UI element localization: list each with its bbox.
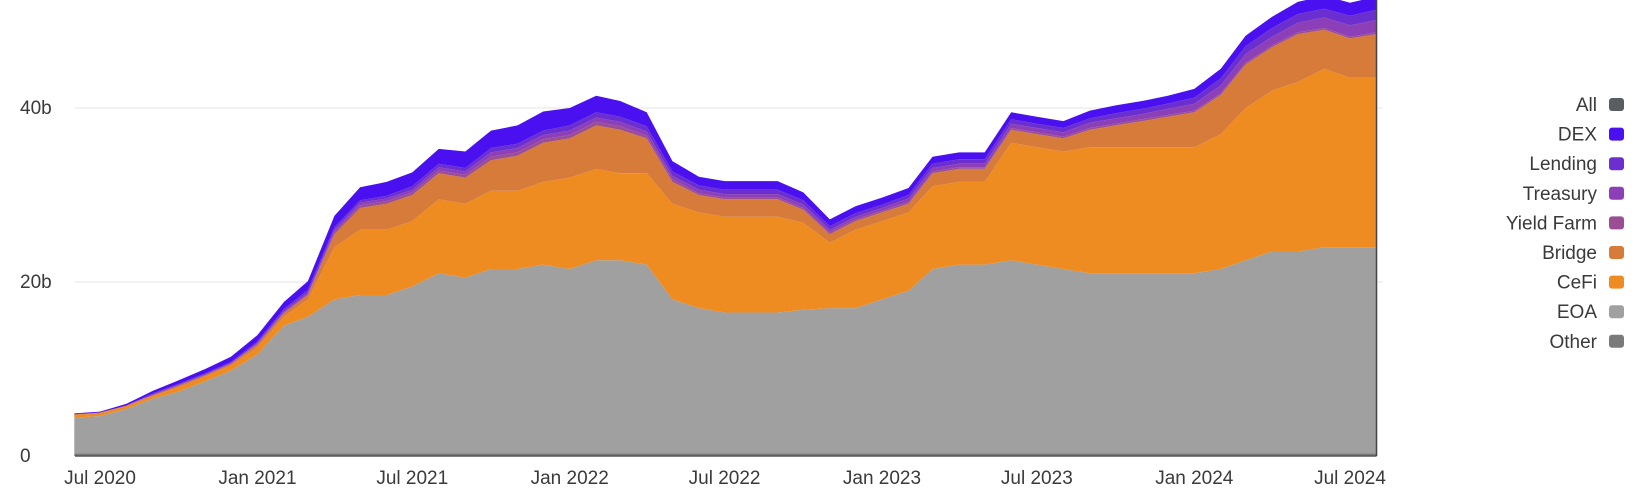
x-tick-label: Jul 2021: [376, 468, 448, 489]
legend-swatch: [1609, 246, 1624, 259]
legend-item-yield-farm[interactable]: Yield Farm: [1506, 213, 1624, 234]
x-tick-label: Jan 2023: [843, 468, 921, 489]
area-bridge: [74, 29, 1377, 416]
y-tick-label: 40b: [20, 98, 52, 119]
legend-item-cefi[interactable]: CeFi: [1557, 273, 1624, 294]
legend-swatch: [1609, 305, 1624, 319]
legend-label: CeFi: [1557, 273, 1597, 294]
legend-swatch: [1609, 98, 1624, 111]
legend-item-dex[interactable]: DEX: [1558, 125, 1624, 146]
legend-swatch: [1609, 127, 1624, 141]
area-series-group: [74, 0, 1377, 456]
legend-label: Bridge: [1542, 243, 1597, 264]
x-tick-label: Jan 2022: [531, 468, 609, 489]
legend-item-treasury[interactable]: Treasury: [1523, 184, 1624, 205]
x-tick-label: Jul 2023: [1001, 468, 1073, 489]
legend-swatch: [1609, 275, 1624, 289]
legend-label: EOA: [1557, 302, 1597, 323]
legend-label: Lending: [1529, 154, 1597, 175]
legend-item-all[interactable]: All: [1576, 95, 1624, 116]
legend-item-lending[interactable]: Lending: [1529, 154, 1624, 175]
legend: All DEX Lending Treasury Yield Farm Bridge CeF…: [1506, 95, 1624, 353]
y-axis: 0 20b 40b: [20, 98, 52, 467]
legend-item-other[interactable]: Other: [1549, 332, 1624, 353]
legend-swatch: [1609, 334, 1624, 348]
legend-swatch: [1609, 186, 1624, 200]
area-treasury: [74, 17, 1377, 415]
legend-item-eoa[interactable]: EOA: [1557, 302, 1624, 323]
legend-label: Yield Farm: [1506, 213, 1597, 234]
x-axis: Jul 2020 Jan 2021 Jul 2021 Jan 2022 Jul 2022…: [64, 0, 1386, 489]
x-tick-label: Jul 2020: [64, 468, 136, 489]
area-dex: [74, 0, 1377, 415]
y-tick-label: 20b: [20, 272, 52, 293]
legend-item-bridge[interactable]: Bridge: [1542, 243, 1624, 264]
legend-label: DEX: [1558, 125, 1597, 146]
legend-label: All: [1576, 95, 1597, 116]
legend-label: Other: [1549, 332, 1597, 353]
y-tick-label: 0: [20, 446, 31, 467]
legend-label: Treasury: [1523, 184, 1598, 205]
legend-swatch: [1609, 216, 1624, 230]
x-tick-label: Jul 2024: [1314, 468, 1386, 489]
legend-swatch: [1609, 157, 1624, 171]
x-tick-label: Jul 2022: [689, 468, 761, 489]
x-tick-label: Jan 2021: [218, 468, 296, 489]
area-eoa: [74, 247, 1377, 454]
area-lending: [74, 8, 1377, 415]
x-tick-label: Jan 2024: [1155, 468, 1234, 489]
area-cefi: [74, 68, 1377, 418]
